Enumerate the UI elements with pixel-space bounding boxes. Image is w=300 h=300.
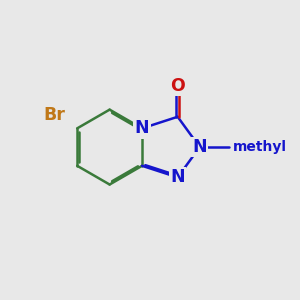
- Text: N: N: [192, 138, 207, 156]
- Text: methyl: methyl: [232, 140, 286, 154]
- Text: Br: Br: [44, 106, 65, 124]
- Text: O: O: [170, 77, 185, 95]
- Text: N: N: [135, 119, 149, 137]
- Text: N: N: [170, 168, 185, 186]
